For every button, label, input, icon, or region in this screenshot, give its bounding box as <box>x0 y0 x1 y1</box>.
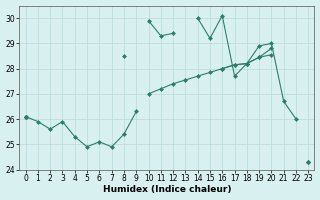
X-axis label: Humidex (Indice chaleur): Humidex (Indice chaleur) <box>103 185 231 194</box>
